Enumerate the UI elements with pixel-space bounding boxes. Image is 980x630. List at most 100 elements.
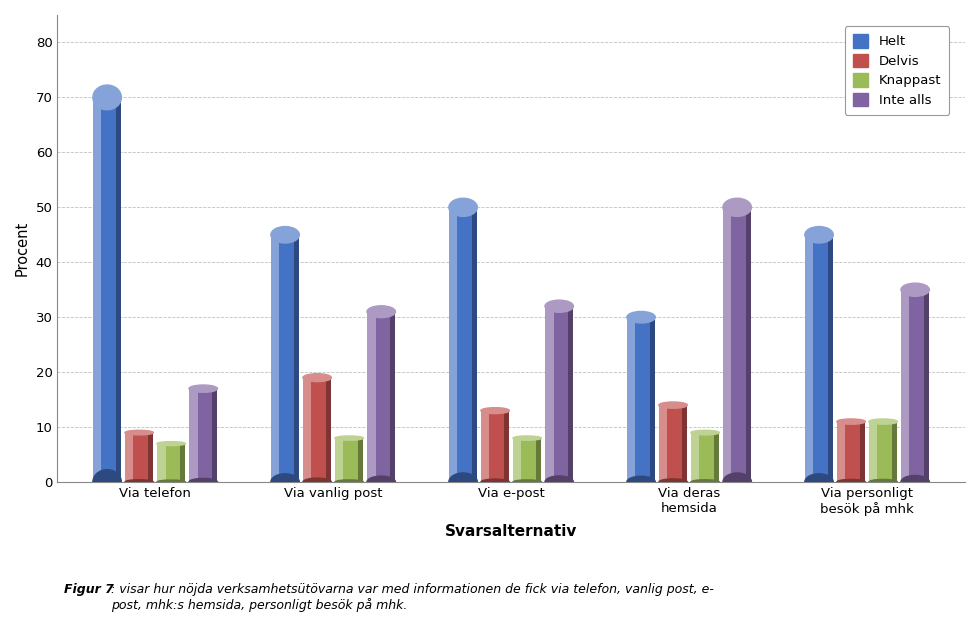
Ellipse shape — [723, 198, 752, 216]
Bar — [521, 438, 536, 482]
Ellipse shape — [303, 374, 331, 382]
Ellipse shape — [335, 436, 364, 440]
Ellipse shape — [869, 479, 898, 484]
Bar — [545, 306, 554, 482]
Bar — [536, 438, 541, 482]
Bar — [846, 421, 859, 482]
Ellipse shape — [901, 283, 929, 296]
Ellipse shape — [157, 442, 185, 445]
Ellipse shape — [124, 479, 154, 484]
Bar — [924, 290, 929, 482]
Text: : visar hur nöjda verksamhetsütövarna var med informationen de fick via telefon,: : visar hur nöjda verksamhetsütövarna va… — [111, 583, 713, 612]
Ellipse shape — [189, 478, 218, 486]
Bar — [877, 421, 892, 482]
Ellipse shape — [627, 476, 656, 488]
Ellipse shape — [723, 473, 752, 491]
Bar — [700, 433, 713, 482]
Bar — [650, 317, 656, 482]
Bar — [504, 411, 510, 482]
Bar — [554, 306, 567, 482]
Ellipse shape — [837, 419, 865, 424]
Bar — [343, 438, 358, 482]
Bar — [567, 306, 573, 482]
Ellipse shape — [367, 476, 396, 488]
Bar — [303, 377, 312, 482]
Bar — [367, 312, 375, 482]
Ellipse shape — [805, 227, 833, 243]
Bar — [489, 411, 504, 482]
Ellipse shape — [691, 430, 719, 435]
Bar — [294, 235, 299, 482]
Bar — [659, 405, 667, 482]
Bar — [901, 290, 909, 482]
Bar — [124, 433, 133, 482]
Y-axis label: Procent: Procent — [15, 221, 30, 276]
Bar — [189, 389, 198, 482]
Bar — [325, 377, 331, 482]
Bar — [458, 207, 471, 482]
Bar — [116, 98, 122, 482]
Legend: Helt, Delvis, Knappast, Inte alls: Helt, Delvis, Knappast, Inte alls — [845, 26, 950, 115]
Ellipse shape — [449, 473, 477, 491]
Ellipse shape — [481, 408, 510, 413]
Ellipse shape — [627, 311, 656, 323]
Ellipse shape — [901, 476, 929, 489]
Bar — [148, 433, 154, 482]
Bar — [667, 405, 682, 482]
Bar — [335, 438, 343, 482]
Bar — [481, 411, 489, 482]
Bar — [157, 444, 166, 482]
Ellipse shape — [691, 479, 719, 484]
Bar — [627, 317, 635, 482]
Bar — [449, 207, 458, 482]
Ellipse shape — [659, 402, 687, 408]
Bar — [892, 421, 898, 482]
Ellipse shape — [449, 198, 477, 216]
Ellipse shape — [270, 474, 299, 490]
Ellipse shape — [270, 227, 299, 243]
Bar — [691, 433, 700, 482]
Bar — [682, 405, 687, 482]
Ellipse shape — [513, 436, 541, 440]
Bar — [827, 235, 833, 482]
Bar — [102, 98, 116, 482]
Ellipse shape — [189, 385, 218, 392]
Bar — [746, 207, 752, 482]
Bar — [909, 290, 924, 482]
Bar — [279, 235, 294, 482]
Ellipse shape — [124, 430, 154, 435]
Ellipse shape — [659, 479, 687, 485]
X-axis label: Svarsalternativ: Svarsalternativ — [445, 524, 577, 539]
Ellipse shape — [545, 300, 573, 312]
Ellipse shape — [93, 85, 122, 110]
Bar — [513, 438, 521, 482]
Bar — [312, 377, 325, 482]
Ellipse shape — [157, 480, 185, 484]
Ellipse shape — [93, 470, 122, 495]
Bar — [731, 207, 746, 482]
Ellipse shape — [869, 419, 898, 424]
Bar — [713, 433, 719, 482]
Bar — [635, 317, 650, 482]
Bar — [471, 207, 477, 482]
Ellipse shape — [545, 476, 573, 488]
Ellipse shape — [303, 478, 331, 486]
Bar — [358, 438, 364, 482]
Bar — [869, 421, 877, 482]
Bar — [198, 389, 212, 482]
Bar — [270, 235, 279, 482]
Bar — [805, 235, 813, 482]
Ellipse shape — [837, 479, 865, 484]
Bar — [133, 433, 148, 482]
Bar — [859, 421, 865, 482]
Bar — [813, 235, 827, 482]
Bar — [179, 444, 185, 482]
Text: Figur 7: Figur 7 — [64, 583, 114, 596]
Bar — [837, 421, 846, 482]
Ellipse shape — [481, 479, 510, 485]
Ellipse shape — [513, 480, 541, 484]
Bar — [723, 207, 731, 482]
Bar — [93, 98, 102, 482]
Bar — [212, 389, 218, 482]
Bar — [375, 312, 390, 482]
